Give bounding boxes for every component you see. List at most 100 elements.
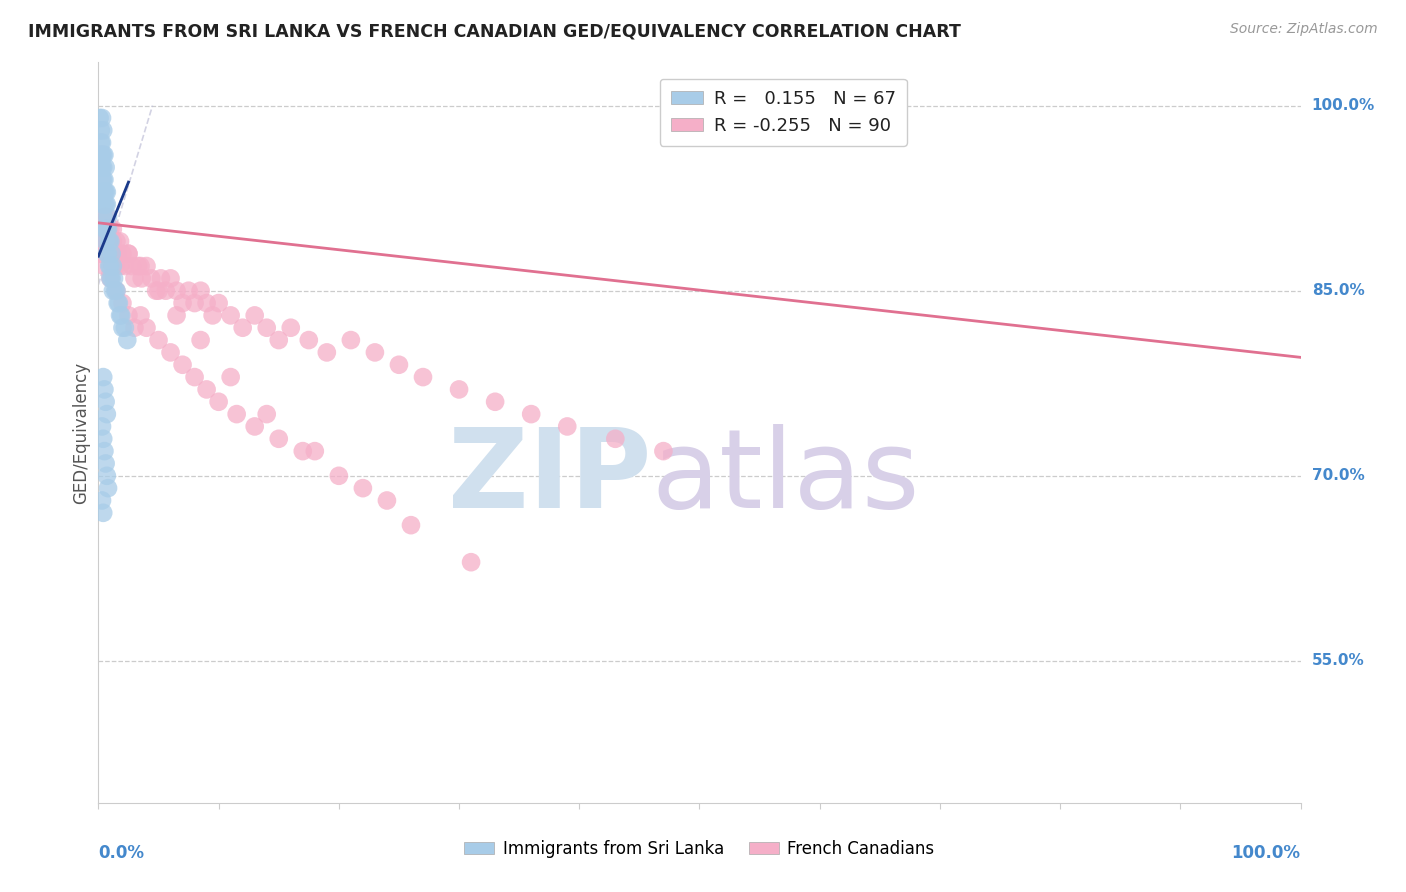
- Point: [91, 172, 114, 186]
- Point: [124, 320, 146, 334]
- Point: [149, 271, 172, 285]
- Point: [520, 407, 543, 421]
- Point: [97, 481, 120, 495]
- Point: [172, 358, 194, 372]
- Point: [195, 383, 218, 397]
- Point: [100, 222, 122, 236]
- Point: [91, 161, 114, 175]
- Point: [100, 235, 122, 249]
- Point: [110, 309, 132, 323]
- Point: [91, 161, 114, 175]
- Point: [129, 309, 152, 323]
- Point: [96, 235, 118, 249]
- Point: [91, 506, 114, 520]
- Point: [108, 309, 131, 323]
- Point: [232, 320, 254, 334]
- Point: [101, 222, 124, 236]
- Point: [101, 259, 124, 273]
- Point: [225, 407, 247, 421]
- Point: [201, 309, 224, 323]
- Point: [91, 419, 114, 434]
- Point: [108, 235, 131, 249]
- Point: [91, 136, 114, 150]
- Point: [100, 246, 122, 260]
- Point: [108, 259, 131, 273]
- Point: [96, 222, 118, 236]
- Point: [340, 333, 363, 347]
- Point: [304, 444, 326, 458]
- Point: [131, 271, 153, 285]
- Point: [97, 246, 120, 260]
- Point: [91, 185, 114, 199]
- Text: 0.0%: 0.0%: [98, 844, 145, 862]
- Point: [111, 320, 134, 334]
- Point: [91, 185, 114, 199]
- Point: [315, 345, 337, 359]
- Point: [105, 235, 128, 249]
- Point: [93, 383, 115, 397]
- Point: [96, 468, 118, 483]
- Point: [412, 370, 434, 384]
- Point: [177, 284, 200, 298]
- Point: [195, 296, 218, 310]
- Point: [97, 222, 120, 236]
- Point: [328, 468, 350, 483]
- Point: [91, 370, 114, 384]
- Point: [111, 246, 134, 260]
- Point: [135, 259, 157, 273]
- Point: [129, 259, 152, 273]
- Point: [117, 309, 139, 323]
- Point: [94, 235, 117, 249]
- Legend: Immigrants from Sri Lanka, French Canadians: Immigrants from Sri Lanka, French Canadi…: [458, 833, 941, 865]
- Point: [364, 345, 387, 359]
- Point: [91, 123, 114, 137]
- Point: [208, 296, 231, 310]
- Point: [219, 309, 242, 323]
- Point: [117, 246, 139, 260]
- Point: [91, 493, 114, 508]
- Point: [652, 444, 675, 458]
- Point: [117, 333, 139, 347]
- Point: [190, 284, 212, 298]
- Point: [94, 161, 117, 175]
- Point: [460, 555, 482, 569]
- Point: [605, 432, 627, 446]
- Text: atlas: atlas: [651, 424, 920, 531]
- Point: [166, 284, 188, 298]
- Point: [127, 259, 149, 273]
- Text: 100.0%: 100.0%: [1232, 844, 1301, 862]
- Point: [98, 235, 121, 249]
- Point: [280, 320, 302, 334]
- Point: [91, 148, 114, 162]
- Point: [91, 235, 114, 249]
- Point: [124, 271, 146, 285]
- Point: [96, 246, 118, 260]
- Point: [114, 320, 136, 334]
- Point: [256, 320, 278, 334]
- Point: [108, 296, 131, 310]
- Point: [141, 271, 163, 285]
- Point: [166, 309, 188, 323]
- Point: [89, 148, 111, 162]
- Point: [90, 161, 112, 175]
- Point: [399, 518, 422, 533]
- Point: [100, 271, 122, 285]
- Point: [107, 296, 129, 310]
- Point: [352, 481, 374, 495]
- Point: [91, 210, 114, 224]
- Text: IMMIGRANTS FROM SRI LANKA VS FRENCH CANADIAN GED/EQUIVALENCY CORRELATION CHART: IMMIGRANTS FROM SRI LANKA VS FRENCH CANA…: [28, 22, 960, 40]
- Point: [107, 246, 129, 260]
- Point: [90, 136, 112, 150]
- Point: [98, 259, 121, 273]
- Point: [103, 246, 125, 260]
- Point: [155, 284, 177, 298]
- Point: [101, 284, 124, 298]
- Point: [447, 383, 470, 397]
- Point: [111, 296, 134, 310]
- Text: 70.0%: 70.0%: [1312, 468, 1364, 483]
- Point: [97, 246, 120, 260]
- Point: [96, 197, 118, 211]
- Point: [91, 148, 114, 162]
- Point: [96, 210, 118, 224]
- Point: [103, 271, 125, 285]
